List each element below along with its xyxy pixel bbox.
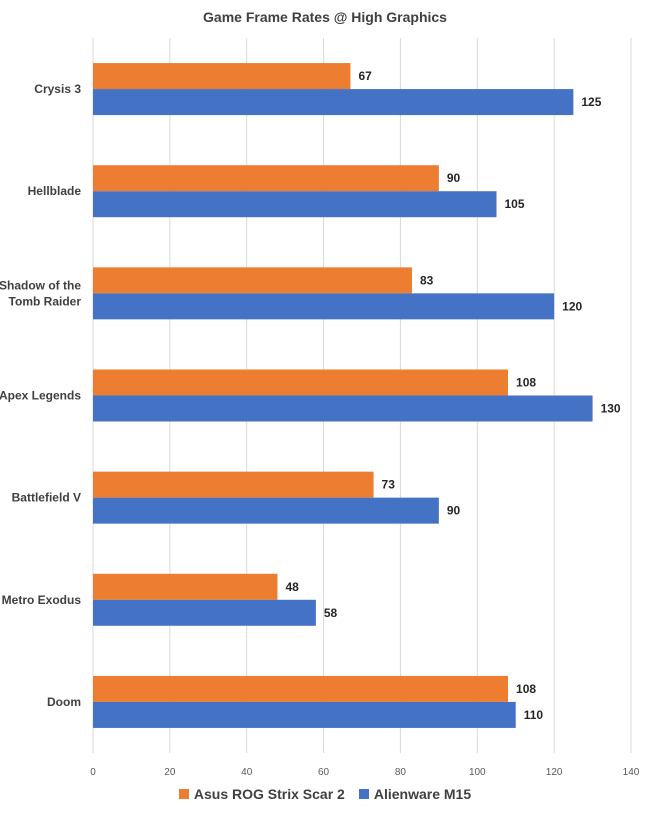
legend-swatch [178,789,189,799]
data-label: 130 [601,402,621,416]
legend-item: Alienware M15 [358,786,472,802]
data-label: 90 [447,504,461,518]
bar [93,267,412,294]
data-label: 110 [524,708,544,722]
bar [93,395,593,422]
bar [93,63,351,90]
bar [93,471,374,498]
x-tick-label: 120 [546,767,563,778]
data-label: 48 [285,580,299,594]
chart-legend: Asus ROG Strix Scar 2 Alienware M15 [0,786,650,802]
category-label: Doom [47,695,81,709]
category-label: Hellblade [28,184,82,198]
bar [93,89,574,116]
legend-label: Asus ROG Strix Scar 2 [193,786,345,802]
bar [93,191,497,218]
data-label: 83 [420,273,434,287]
category-label: Apex Legends [0,389,81,403]
legend-label: Alienware M15 [373,786,472,802]
x-tick-label: 80 [395,767,407,778]
bar [93,497,439,524]
x-tick-label: 0 [90,767,96,778]
bar [93,369,509,396]
data-label: 108 [516,376,536,390]
data-label: 58 [324,606,338,620]
x-tick-label: 60 [318,767,330,778]
bar [93,599,316,626]
category-label: Metro Exodus [2,593,82,607]
data-label: 125 [581,95,601,109]
bar [93,675,509,702]
data-label: 67 [358,69,372,83]
bar [93,293,555,320]
category-label: Battlefield V [12,491,81,505]
x-tick-label: 20 [164,767,176,778]
data-label: 120 [562,299,582,313]
legend-swatch [358,789,369,799]
category-label: Shadow of the Tomb Raider [0,278,81,308]
category-label: Crysis 3 [34,82,81,96]
data-label: 90 [447,171,461,185]
x-tick-label: 40 [241,767,253,778]
bar [93,573,278,600]
bar [93,165,439,192]
legend-item: Asus ROG Strix Scar 2 [178,786,345,802]
bar [93,701,516,728]
data-label: 105 [505,197,525,211]
data-label: 108 [516,682,536,696]
x-tick-label: 140 [623,767,640,778]
data-label: 73 [382,478,396,492]
chart-title: Game Frame Rates @ High Graphics [203,9,447,25]
x-tick-label: 100 [469,767,486,778]
